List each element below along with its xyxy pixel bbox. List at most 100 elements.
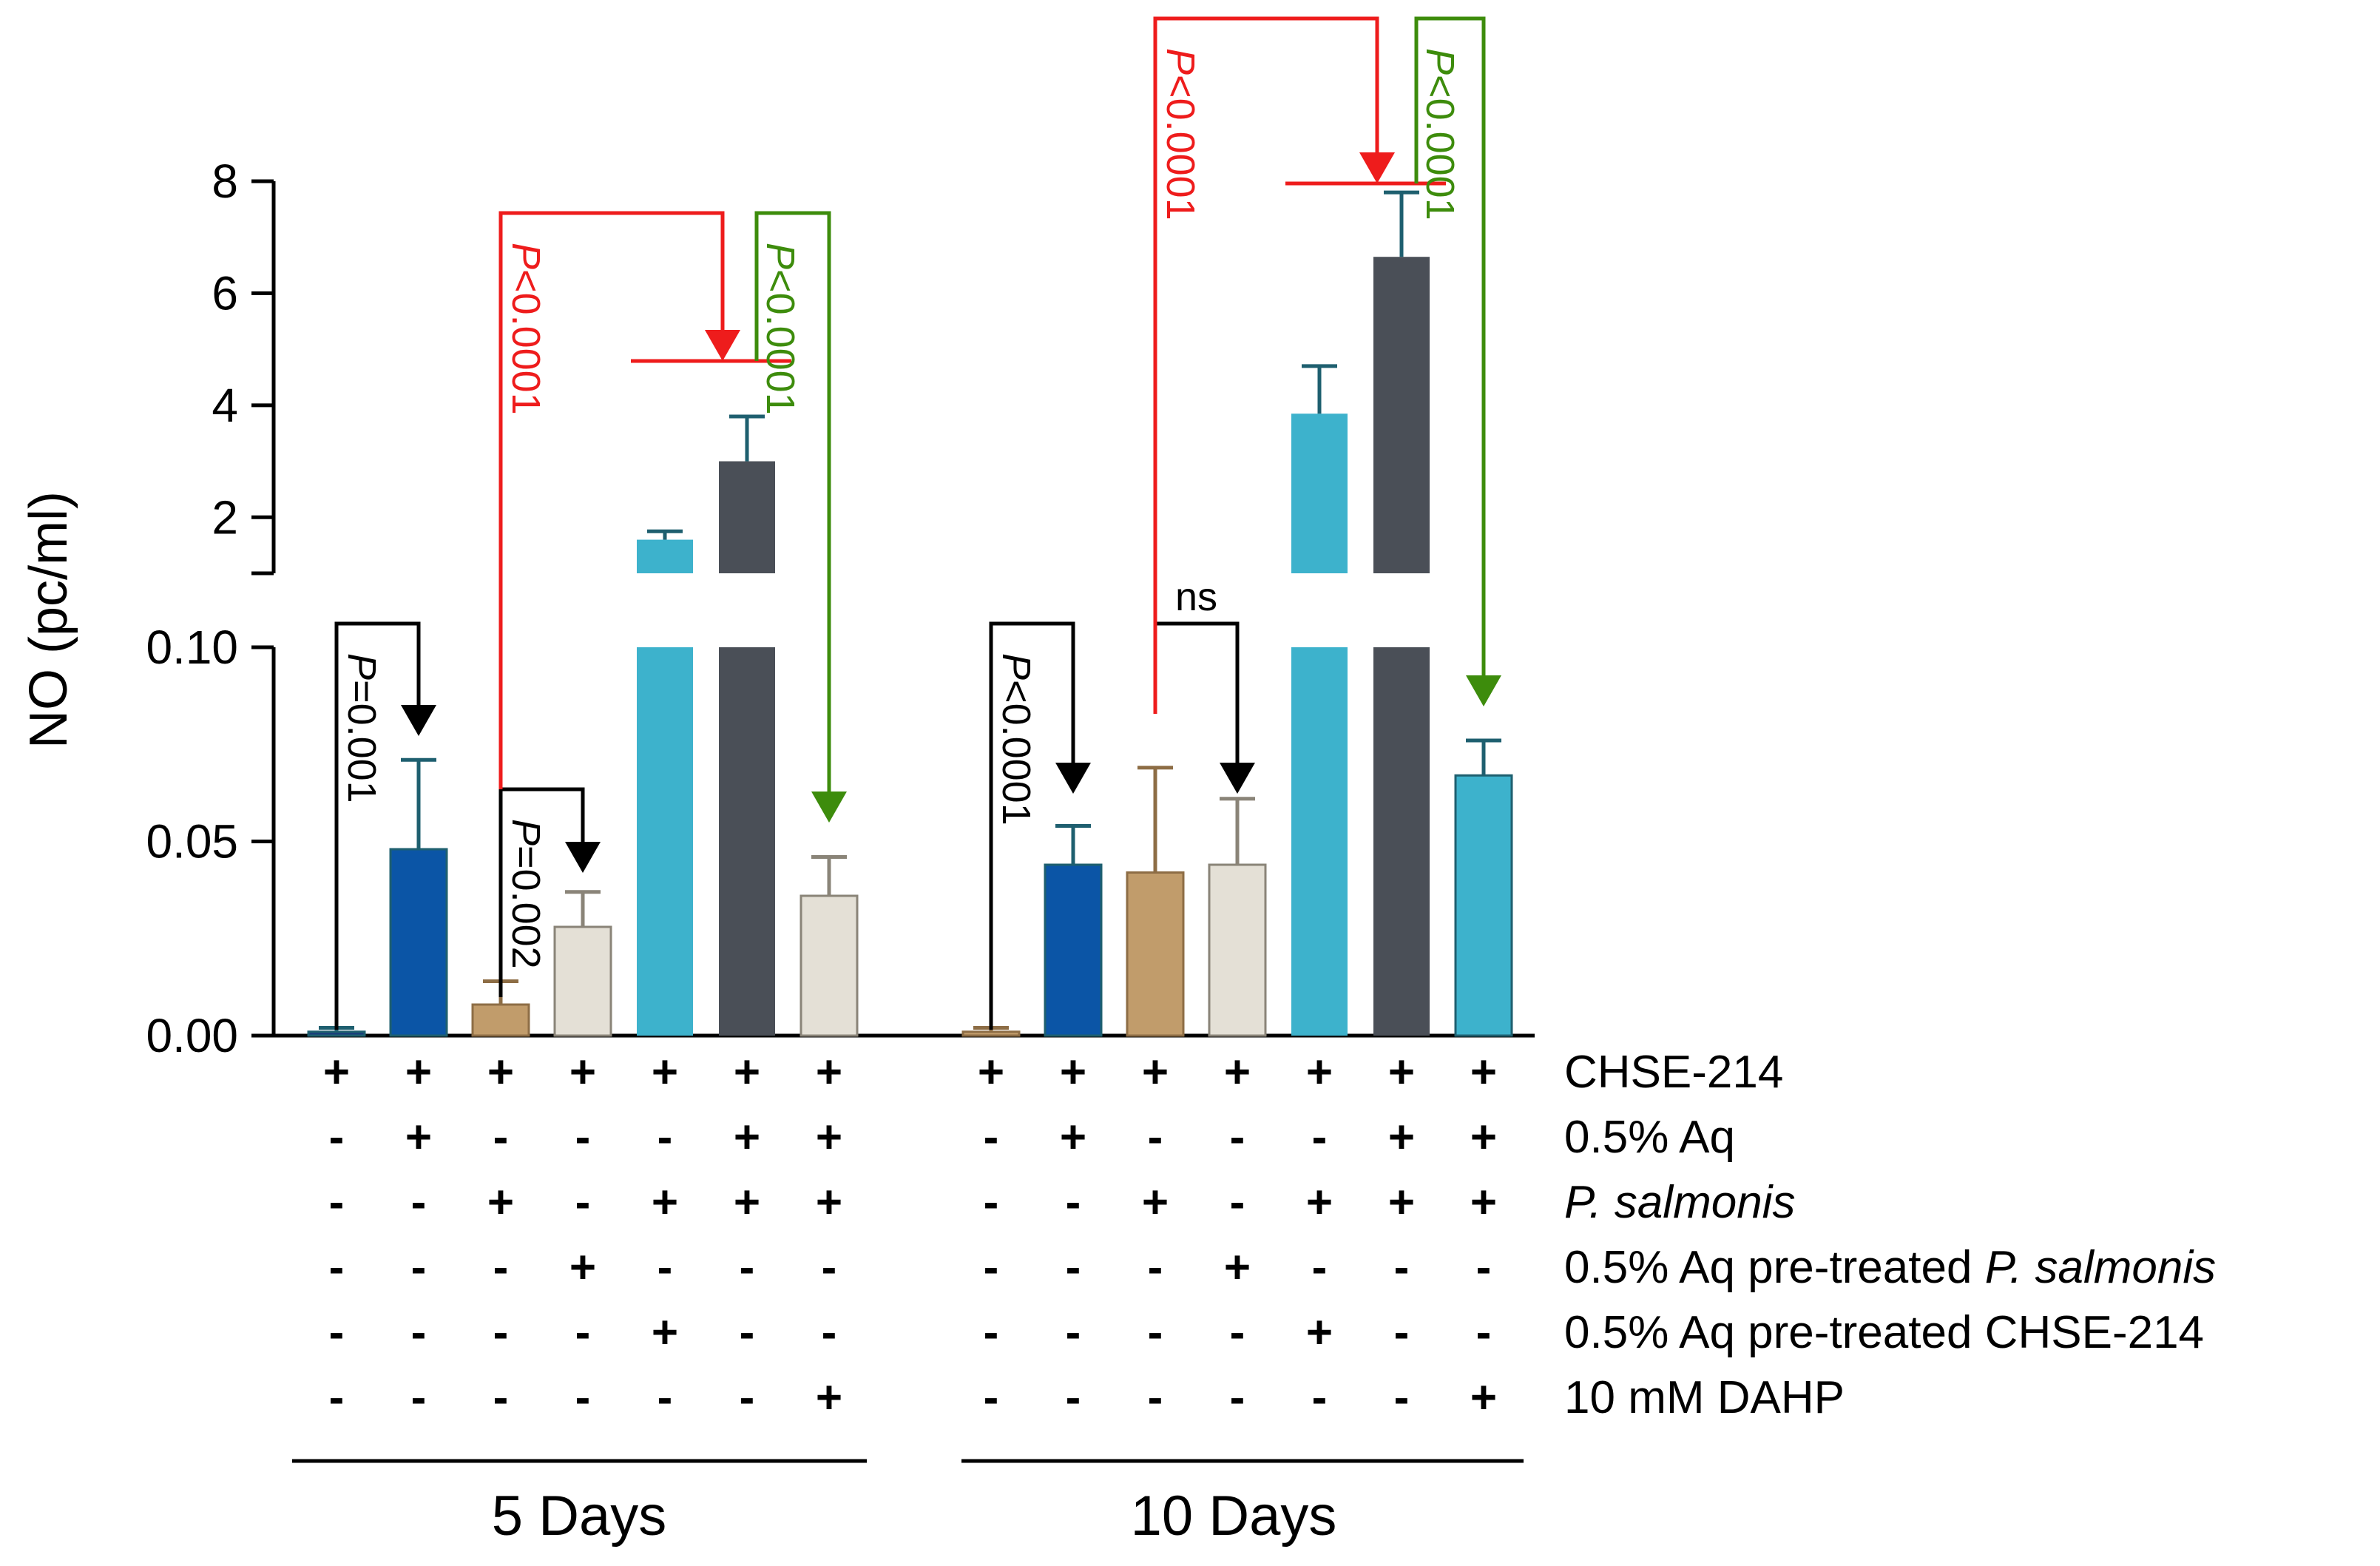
condition-sign: - [1476, 1307, 1492, 1358]
p-value-text: <0.0001 [994, 680, 1038, 826]
condition-sign: - [740, 1242, 755, 1293]
condition-sign: - [657, 1112, 673, 1163]
condition-sign: - [575, 1372, 591, 1423]
condition-sign: + [569, 1047, 596, 1098]
bar [1126, 871, 1185, 1037]
y-tick-label: 6 [212, 266, 238, 320]
bar-lower-part [719, 647, 775, 1036]
condition-sign: - [740, 1372, 755, 1423]
condition-sign: + [652, 1177, 678, 1228]
group-label-5-days: 5 Days [492, 1485, 667, 1548]
p-symbol: P [1158, 48, 1203, 75]
condition-sign: - [657, 1372, 673, 1423]
condition-sign: - [1148, 1372, 1163, 1423]
comparison-bracket [989, 621, 1075, 1030]
condition-sign: - [493, 1112, 509, 1163]
condition-sign: + [1470, 1177, 1497, 1228]
bar [553, 925, 612, 1037]
condition-sign: + [1388, 1112, 1415, 1163]
condition-label-text: CHSE-214 [1564, 1047, 1783, 1098]
condition-sign: - [1066, 1307, 1081, 1358]
p-value-text: <0.0001 [504, 269, 548, 415]
condition-sign: + [1470, 1372, 1497, 1423]
bar [637, 539, 693, 573]
condition-sign: - [1066, 1177, 1081, 1228]
y-axis-title: NO (pc/ml) [19, 491, 78, 749]
bar-lower-part [1291, 647, 1348, 1036]
bar-lower-part [1373, 647, 1430, 1036]
arrowhead [1055, 763, 1091, 794]
p-value-text: =0.001 [339, 680, 384, 803]
condition-sign: + [1142, 1177, 1169, 1228]
condition-sign: + [978, 1047, 1004, 1098]
condition-sign: - [657, 1242, 673, 1293]
bar [1373, 257, 1430, 573]
p-symbol: P [994, 653, 1038, 680]
condition-sign: - [329, 1112, 345, 1163]
condition-sign: + [816, 1177, 842, 1228]
p-value-label: P<0.0001 [504, 243, 548, 415]
condition-sign: - [329, 1372, 345, 1423]
condition-sign: - [984, 1307, 999, 1358]
condition-sign: - [984, 1372, 999, 1423]
p-value-text: <0.0001 [1418, 75, 1462, 220]
y-tick-label: 0.00 [146, 1009, 238, 1062]
condition-sign: + [652, 1307, 678, 1358]
condition-label: 0.5% Aq [1564, 1112, 1735, 1163]
condition-sign: - [1148, 1307, 1163, 1358]
arrowhead [1220, 763, 1255, 794]
condition-sign: - [329, 1177, 345, 1228]
condition-label: P. salmonis [1564, 1177, 1795, 1228]
condition-label-text: 0.5% Aq pre-treated CHSE-214 [1564, 1307, 2204, 1358]
p-value-text: <0.0001 [758, 269, 802, 415]
condition-sign: - [822, 1242, 837, 1293]
condition-sign: - [575, 1177, 591, 1228]
y-tick-label: 0.10 [146, 621, 238, 674]
y-tick-label: 4 [212, 379, 238, 432]
condition-sign: + [652, 1047, 678, 1098]
condition-sign: - [411, 1307, 427, 1358]
condition-sign: + [569, 1242, 596, 1293]
condition-sign: + [816, 1112, 842, 1163]
condition-sign: - [411, 1372, 427, 1423]
condition-sign: - [329, 1242, 345, 1293]
condition-sign: + [1306, 1047, 1333, 1098]
arrowhead [1466, 675, 1501, 706]
arrowhead [705, 330, 740, 361]
p-value-label: P<0.0001 [994, 653, 1038, 826]
condition-label-text: 0.5% Aq [1564, 1112, 1735, 1163]
condition-sign: - [575, 1112, 591, 1163]
condition-sign: + [323, 1047, 350, 1098]
condition-sign: - [493, 1307, 509, 1358]
p-symbol: P [339, 653, 384, 680]
bar [307, 1030, 366, 1037]
bar [719, 461, 775, 573]
arrowhead [565, 842, 601, 873]
condition-sign: + [1306, 1307, 1333, 1358]
condition-sign: - [1230, 1177, 1245, 1228]
condition-sign: - [984, 1177, 999, 1228]
condition-sign: + [405, 1112, 432, 1163]
bar-lower-part [637, 647, 693, 1036]
condition-sign: - [411, 1242, 427, 1293]
condition-sign: - [411, 1177, 427, 1228]
condition-sign: + [487, 1177, 514, 1228]
condition-label-italic: P. salmonis [1564, 1177, 1795, 1228]
condition-sign: - [1476, 1242, 1492, 1293]
p-symbol: P [1418, 48, 1462, 75]
p-value-label: ns [1175, 575, 1217, 619]
condition-sign: + [816, 1047, 842, 1098]
condition-label: 0.5% Aq pre-treated P. salmonis [1564, 1242, 2216, 1293]
bar [471, 1003, 530, 1037]
group-label-10-days: 10 Days [1131, 1485, 1337, 1548]
condition-sign: - [1148, 1112, 1163, 1163]
p-symbol: P [504, 819, 548, 846]
condition-label-italic: P. salmonis [1985, 1242, 2216, 1293]
condition-sign: + [1060, 1047, 1086, 1098]
condition-sign: + [1224, 1047, 1251, 1098]
p-symbol: P [504, 243, 548, 269]
condition-label: CHSE-214 [1564, 1047, 1783, 1098]
condition-sign: - [575, 1307, 591, 1358]
condition-sign: + [1388, 1177, 1415, 1228]
condition-sign: - [1066, 1372, 1081, 1423]
